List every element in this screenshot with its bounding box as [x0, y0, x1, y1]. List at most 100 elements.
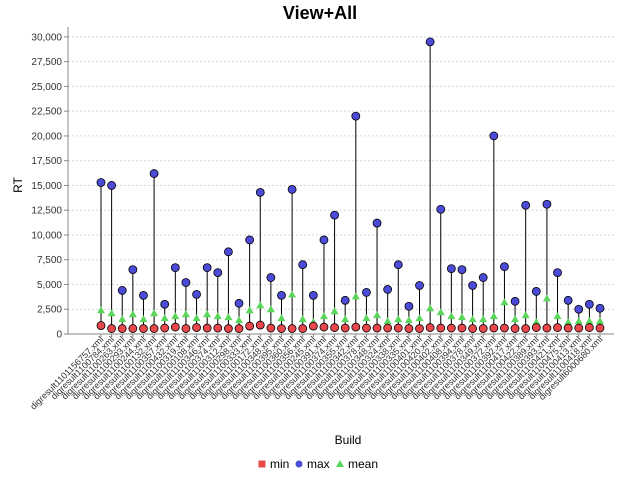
max-point [298, 260, 308, 270]
max-point [170, 263, 180, 273]
min-point [542, 323, 552, 333]
max-point [468, 281, 477, 290]
min-point [160, 323, 170, 333]
min-point [510, 324, 520, 333]
max-point [245, 235, 255, 245]
mean-point [203, 310, 212, 318]
max-point [107, 181, 117, 190]
min-point [404, 324, 414, 333]
max-point [139, 290, 148, 300]
mean-point [489, 312, 498, 320]
min-point [213, 323, 223, 333]
mean-point [426, 304, 435, 312]
max-point [436, 204, 446, 214]
max-point [563, 295, 573, 305]
min-point [255, 320, 265, 330]
mean-point [394, 315, 403, 323]
legend-item-mean: mean [336, 457, 378, 471]
mean-point [383, 317, 392, 325]
mean-point [298, 315, 307, 323]
min-point [107, 324, 117, 333]
x-axis-label: Build [335, 433, 362, 447]
max-point [372, 218, 382, 228]
mean-point [107, 309, 116, 317]
min-point [478, 324, 488, 333]
min-point [170, 322, 180, 332]
max-point [489, 131, 499, 141]
y-tick-label: 10,000 [31, 230, 62, 241]
mean-point [585, 317, 594, 325]
mean-point [479, 315, 488, 323]
min-point [128, 324, 138, 333]
max-point [277, 290, 286, 300]
max-point [415, 281, 424, 290]
x-axis: digresult1101156757.xmldigresult1100784.… [28, 333, 614, 412]
max-point [308, 290, 318, 300]
mean-point [266, 305, 275, 313]
gridlines [68, 27, 614, 335]
mean-point [192, 314, 201, 322]
min-point [266, 323, 276, 333]
min-point [500, 323, 509, 333]
max-point [149, 169, 159, 178]
min-point [139, 324, 148, 333]
min-point [446, 323, 456, 333]
max-point [531, 287, 541, 296]
max-point [362, 288, 371, 297]
mean-point [553, 312, 562, 320]
min-point [287, 324, 297, 333]
max-point [542, 199, 552, 209]
mean-point [256, 301, 265, 309]
max-point [234, 298, 244, 308]
mean-point [224, 313, 233, 321]
mean-point [415, 314, 424, 322]
y-tick-label: 5,000 [37, 280, 62, 291]
mean-point [447, 312, 456, 320]
legend: min max mean [258, 457, 378, 471]
legend-swatch-max [295, 460, 303, 468]
min-point [574, 323, 584, 333]
mean-point [118, 315, 127, 323]
mean-point [351, 292, 360, 300]
mean-point [436, 308, 445, 316]
max-point [595, 303, 605, 313]
min-point [563, 323, 573, 333]
min-point [245, 321, 255, 331]
min-point [553, 323, 562, 332]
max-point [213, 268, 223, 278]
max-point [96, 178, 106, 187]
max-point [584, 299, 594, 309]
y-tick-label: 0 [56, 330, 62, 341]
max-point [266, 273, 276, 282]
mean-point [542, 294, 551, 302]
y-tick-label: 22,500 [31, 107, 62, 118]
min-point [351, 322, 361, 332]
max-point [117, 286, 127, 295]
max-point [574, 304, 584, 314]
min-point [117, 324, 127, 333]
y-tick-label: 20,000 [31, 131, 62, 142]
min-point [383, 323, 393, 333]
mean-point [97, 306, 105, 314]
min-point [277, 324, 286, 333]
min-point [330, 323, 339, 332]
mean-point [521, 311, 530, 319]
mean-point [500, 298, 509, 306]
max-point [202, 263, 212, 273]
mean-point [596, 317, 604, 325]
max-point [181, 278, 191, 287]
mean-point [139, 315, 148, 323]
mean-point [457, 313, 466, 321]
max-point [478, 273, 488, 282]
data-marks [96, 37, 605, 333]
y-axis: 0 2,500 5,000 7,500 10,000 12,500 15,000 17,500… [31, 27, 69, 341]
min-point [531, 323, 541, 332]
min-point [96, 321, 106, 330]
max-point [287, 185, 297, 194]
max-point [383, 285, 393, 294]
chart-title: View+All [283, 3, 357, 23]
min-point [393, 323, 403, 333]
legend-item-min: min [258, 457, 289, 471]
mean-point [574, 317, 583, 325]
